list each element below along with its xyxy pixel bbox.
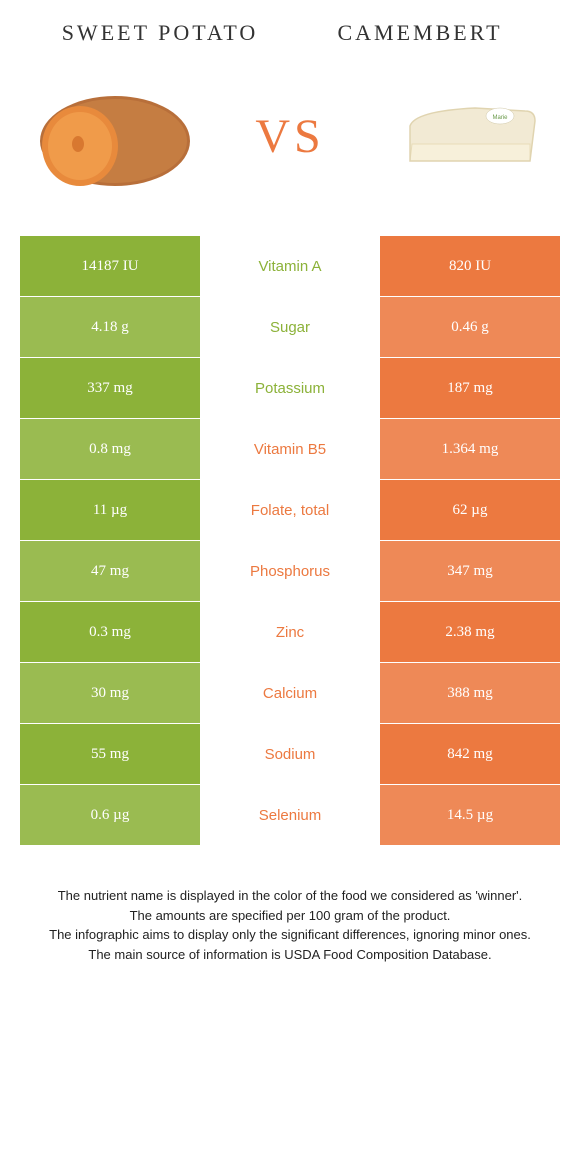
nutrient-row: 11 µgFolate, total62 µg	[20, 480, 560, 540]
right-value: 820 IU	[380, 236, 560, 296]
nutrient-row: 30 mgCalcium388 mg	[20, 663, 560, 723]
right-food-image: Marie	[380, 66, 560, 206]
left-food-title: SWEET POTATO	[30, 20, 290, 46]
footnote-line: The nutrient name is displayed in the co…	[30, 886, 550, 906]
header: SWEET POTATO CAMEMBERT	[0, 0, 580, 56]
left-value: 14187 IU	[20, 236, 200, 296]
footnote-line: The main source of information is USDA F…	[30, 945, 550, 965]
right-value: 347 mg	[380, 541, 560, 601]
nutrient-name: Potassium	[200, 358, 380, 418]
right-value: 2.38 mg	[380, 602, 560, 662]
nutrient-row: 337 mgPotassium187 mg	[20, 358, 560, 418]
left-value: 30 mg	[20, 663, 200, 723]
nutrient-table: 14187 IUVitamin A820 IU4.18 gSugar0.46 g…	[0, 236, 580, 845]
nutrient-name: Sodium	[200, 724, 380, 784]
right-food-title: CAMEMBERT	[290, 20, 550, 46]
left-value: 0.3 mg	[20, 602, 200, 662]
nutrient-row: 47 mgPhosphorus347 mg	[20, 541, 560, 601]
nutrient-row: 55 mgSodium842 mg	[20, 724, 560, 784]
vs-label: VS	[255, 109, 324, 164]
left-value: 47 mg	[20, 541, 200, 601]
right-value: 842 mg	[380, 724, 560, 784]
left-value: 55 mg	[20, 724, 200, 784]
images-row: VS Marie	[0, 56, 580, 236]
right-value: 62 µg	[380, 480, 560, 540]
nutrient-name: Vitamin A	[200, 236, 380, 296]
nutrient-name: Sugar	[200, 297, 380, 357]
nutrient-row: 0.8 mgVitamin B51.364 mg	[20, 419, 560, 479]
left-value: 4.18 g	[20, 297, 200, 357]
footnote-line: The infographic aims to display only the…	[30, 925, 550, 945]
left-food-image	[20, 66, 200, 206]
nutrient-row: 4.18 gSugar0.46 g	[20, 297, 560, 357]
svg-text:Marie: Marie	[492, 115, 508, 121]
left-value: 0.6 µg	[20, 785, 200, 845]
right-value: 1.364 mg	[380, 419, 560, 479]
nutrient-name: Calcium	[200, 663, 380, 723]
left-value: 11 µg	[20, 480, 200, 540]
footnotes: The nutrient name is displayed in the co…	[0, 846, 580, 994]
nutrient-name: Phosphorus	[200, 541, 380, 601]
footnote-line: The amounts are specified per 100 gram o…	[30, 906, 550, 926]
right-value: 388 mg	[380, 663, 560, 723]
nutrient-name: Vitamin B5	[200, 419, 380, 479]
nutrient-name: Zinc	[200, 602, 380, 662]
left-value: 0.8 mg	[20, 419, 200, 479]
left-value: 337 mg	[20, 358, 200, 418]
nutrient-row: 14187 IUVitamin A820 IU	[20, 236, 560, 296]
nutrient-row: 0.3 mgZinc2.38 mg	[20, 602, 560, 662]
nutrient-name: Folate, total	[200, 480, 380, 540]
right-value: 0.46 g	[380, 297, 560, 357]
nutrient-name: Selenium	[200, 785, 380, 845]
right-value: 187 mg	[380, 358, 560, 418]
nutrient-row: 0.6 µgSelenium14.5 µg	[20, 785, 560, 845]
right-value: 14.5 µg	[380, 785, 560, 845]
